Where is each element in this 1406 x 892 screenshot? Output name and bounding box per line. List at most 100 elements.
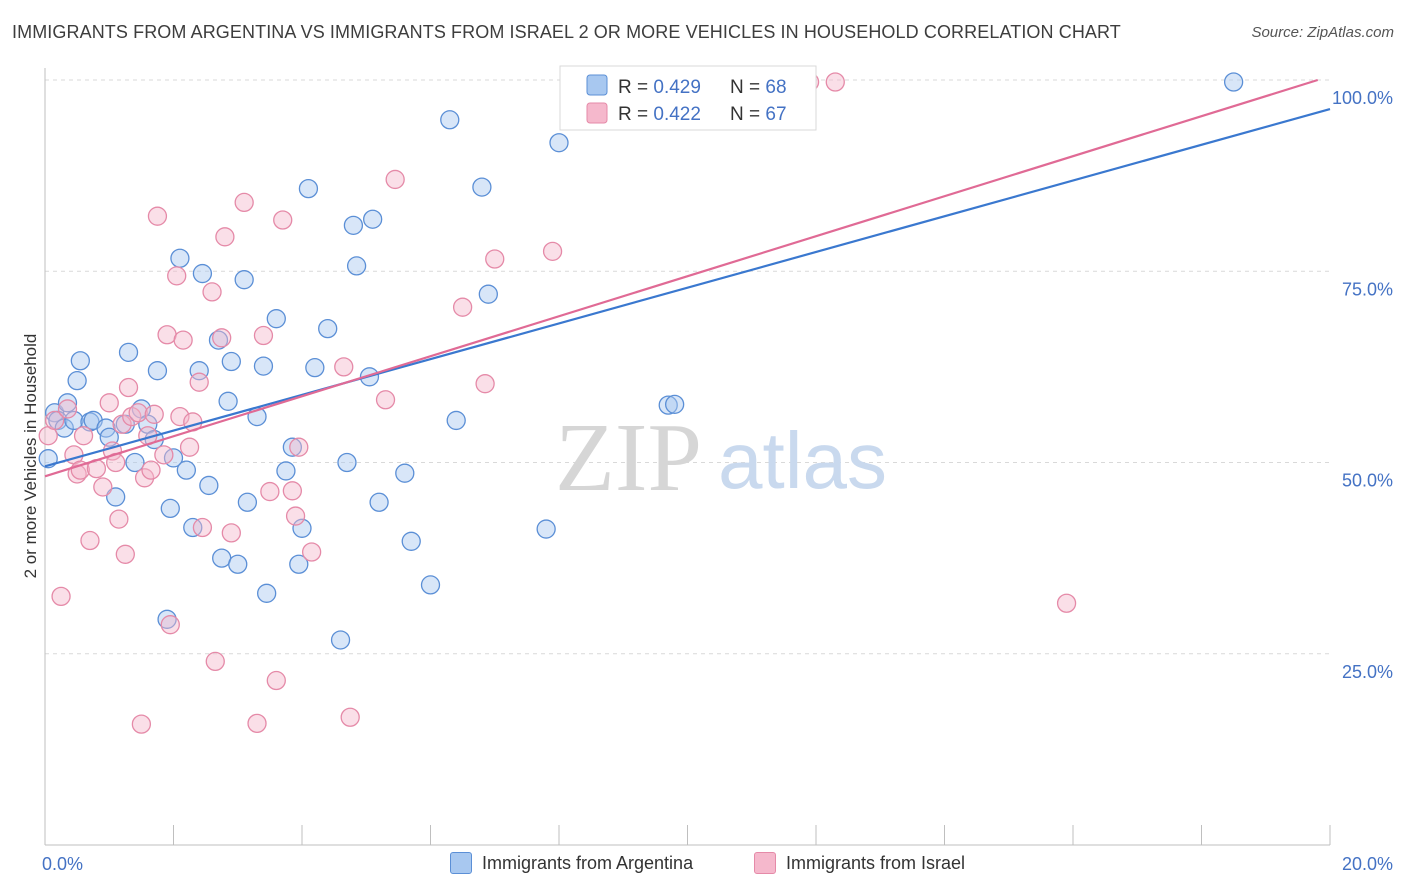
point-argentina-14	[118, 342, 139, 362]
point-argentina-63	[658, 395, 678, 415]
point-israel-43	[253, 325, 274, 346]
bottom-legend-argentina: Immigrants from Argentina	[450, 852, 693, 874]
point-israel-52	[340, 707, 360, 727]
point-argentina-32	[221, 351, 241, 372]
chart-source: Source: ZipAtlas.com	[1251, 24, 1394, 41]
legend-r-value-1: 0.429	[653, 77, 701, 98]
point-argentina-55	[401, 531, 421, 551]
point-argentina-38	[257, 583, 277, 603]
point-israel-65	[825, 72, 845, 92]
point-israel-26	[154, 445, 174, 465]
y-tick-label-2: 75.0%	[1342, 279, 1393, 299]
point-israel-14	[109, 509, 129, 529]
point-israel-56	[475, 374, 495, 394]
point-argentina-28	[199, 475, 219, 496]
svg-text:R = 0.429: R = 0.429	[618, 77, 701, 98]
point-israel-23	[141, 460, 161, 480]
point-israel-35	[192, 517, 213, 538]
point-israel-11	[99, 393, 119, 413]
point-argentina-50	[346, 256, 367, 276]
point-israel-2	[51, 586, 71, 607]
point-israel-28	[160, 615, 180, 635]
point-argentina-56	[420, 575, 441, 595]
bottom-legend-israel: Immigrants from Israel	[754, 852, 965, 874]
point-argentina-43	[292, 518, 312, 538]
point-argentina-60	[478, 284, 498, 304]
point-israel-55	[452, 297, 473, 317]
point-israel-66	[1056, 593, 1077, 613]
point-israel-27	[157, 325, 177, 345]
point-argentina-61	[536, 519, 556, 539]
point-argentina-21	[160, 498, 180, 519]
point-israel-37	[205, 651, 225, 672]
point-argentina-40	[276, 461, 296, 481]
point-israel-24	[144, 404, 164, 424]
trendlines	[44, 78, 1331, 478]
point-argentina-34	[234, 270, 254, 290]
point-argentina-45	[305, 357, 325, 378]
point-argentina-24	[176, 460, 197, 480]
y-tick-label-3: 100.0%	[1332, 88, 1393, 108]
legend-n-value-2: 67	[765, 104, 786, 125]
point-argentina-20	[157, 609, 177, 629]
point-israel-57	[485, 249, 505, 269]
point-israel-16	[115, 544, 135, 564]
y-tick-label-1: 50.0%	[1342, 471, 1393, 491]
svg-text:N = 67: N = 67	[730, 104, 787, 125]
point-israel-10	[93, 477, 113, 497]
point-israel-25	[147, 206, 168, 226]
point-argentina-15	[125, 452, 145, 473]
trendline-argentina	[44, 108, 1331, 468]
point-argentina-33	[228, 554, 248, 574]
point-israel-15	[112, 414, 132, 434]
point-argentina-3	[54, 418, 74, 438]
point-israel-49	[289, 437, 309, 457]
point-israel-36	[202, 282, 222, 302]
bottom-legend-swatch-argentina	[450, 852, 472, 874]
point-israel-17	[118, 377, 139, 398]
legend-r-label-1: R =	[618, 77, 653, 98]
point-israel-7	[73, 426, 94, 446]
axes	[44, 68, 1331, 846]
tick-labels: 25.0% 50.0% 75.0% 100.0% 0.0% 20.0%	[42, 88, 1393, 874]
legend-n-label-2: N =	[730, 104, 765, 125]
y-tick-label-0: 25.0%	[1342, 662, 1393, 682]
point-israel-20	[131, 714, 152, 734]
point-argentina-48	[337, 452, 357, 473]
point-israel-39	[215, 227, 235, 247]
legend-n-label-1: N =	[730, 77, 765, 98]
point-israel-31	[173, 330, 193, 350]
point-israel-38	[212, 328, 232, 348]
point-argentina-37	[253, 356, 274, 376]
point-israel-8	[80, 530, 100, 551]
x-tick-label-0: 0.0%	[42, 854, 83, 874]
point-israel-21	[134, 468, 155, 488]
point-argentina-7	[70, 351, 90, 371]
point-israel-42	[247, 713, 267, 734]
legend-n-value-1: 68	[765, 77, 786, 98]
point-argentina-54	[395, 463, 415, 483]
legend-swatch-argentina	[586, 74, 608, 96]
point-argentina-27	[192, 263, 213, 284]
point-israel-46	[273, 210, 293, 230]
point-argentina-19	[147, 361, 168, 381]
point-israel-19	[128, 403, 148, 423]
point-argentina-47	[330, 630, 351, 650]
point-argentina-42	[289, 554, 309, 574]
point-israel-53	[375, 390, 396, 410]
point-israel-48	[285, 506, 306, 526]
point-argentina-49	[343, 215, 364, 236]
point-argentina-64	[665, 394, 685, 415]
point-argentina-44	[298, 178, 319, 199]
watermark: ZIP atlas	[555, 404, 887, 512]
point-argentina-31	[218, 391, 238, 411]
point-israel-1	[44, 410, 65, 431]
bottom-legend-label-argentina: Immigrants from Argentina	[482, 852, 694, 873]
point-argentina-46	[318, 318, 338, 339]
legend-r-value-2: 0.422	[653, 104, 701, 125]
point-argentina-57	[440, 110, 460, 130]
point-israel-3	[57, 399, 78, 419]
point-argentina-26	[189, 361, 209, 381]
point-israel-47	[282, 481, 303, 501]
